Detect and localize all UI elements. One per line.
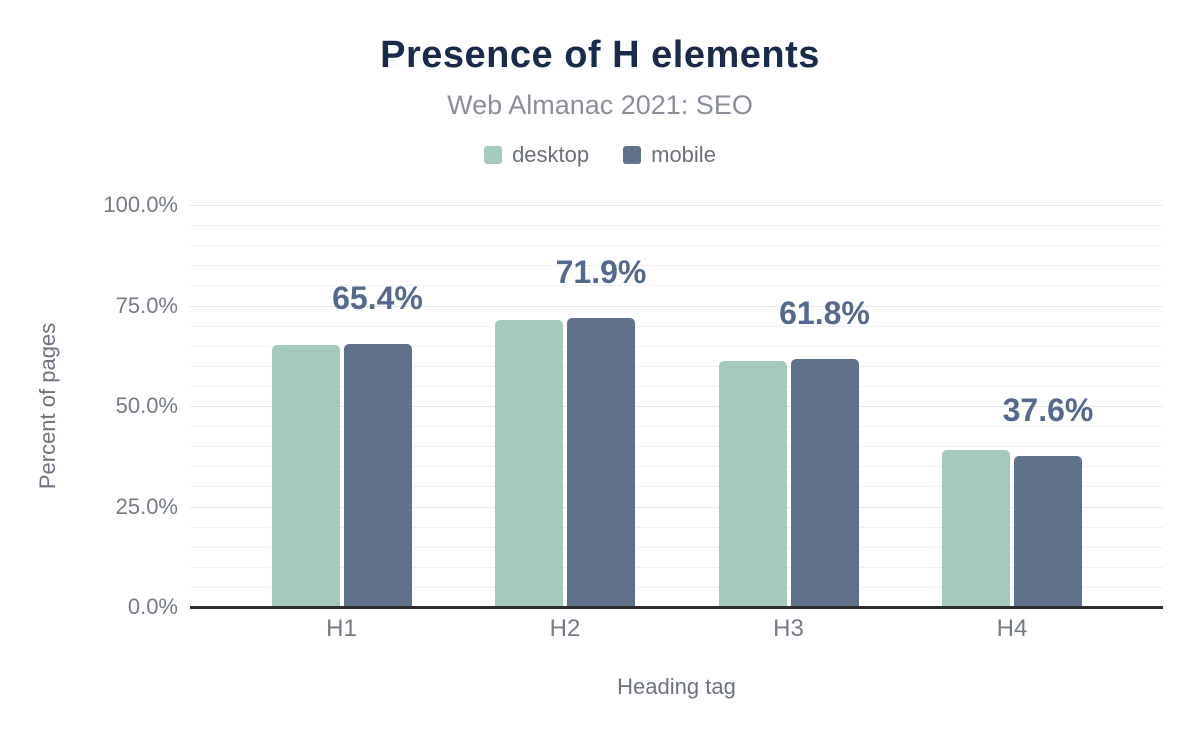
gridline-100pct bbox=[190, 205, 1163, 206]
legend: desktop mobile bbox=[0, 142, 1200, 168]
gridline-55pct bbox=[190, 385, 1163, 387]
bar-mobile-h1 bbox=[343, 344, 412, 607]
legend-label-mobile: mobile bbox=[651, 142, 716, 167]
gridline-10pct bbox=[190, 566, 1163, 568]
chart-subtitle: Web Almanac 2021: SEO bbox=[447, 90, 753, 120]
gridline-25pct bbox=[190, 506, 1163, 508]
bar-desktop-h4 bbox=[942, 449, 1010, 607]
gridline-65pct bbox=[190, 345, 1163, 347]
legend-swatch-mobile bbox=[623, 146, 642, 164]
legend-label-desktop: desktop bbox=[512, 142, 590, 167]
x-axis-line bbox=[190, 606, 1163, 609]
y-tick-label-50pct: 50.0% bbox=[115, 393, 178, 418]
gridline-70pct bbox=[190, 325, 1163, 327]
bar-desktop-h1 bbox=[271, 345, 340, 607]
y-tick-label-75pct: 75.0% bbox=[115, 292, 178, 318]
x-axis-title: Heading tag bbox=[617, 674, 736, 699]
gridline-60pct bbox=[190, 365, 1163, 367]
x-tick-label-h2: H2 bbox=[549, 615, 581, 642]
value-label-h2: 71.9% bbox=[555, 253, 647, 290]
gridline-95pct bbox=[190, 225, 1163, 227]
gridline-35pct bbox=[190, 466, 1163, 468]
bar-mobile-h2 bbox=[567, 317, 635, 607]
y-tick-label-25pct: 25.0% bbox=[115, 493, 178, 519]
x-tick-label-h4: H4 bbox=[996, 615, 1028, 642]
gridline-20pct bbox=[190, 526, 1163, 528]
x-tick-label-h3: H3 bbox=[773, 615, 804, 642]
legend-item-desktop: desktop bbox=[484, 142, 589, 168]
bar-desktop-h3 bbox=[718, 360, 787, 607]
bar-mobile-h3 bbox=[790, 358, 859, 607]
gridline-30pct bbox=[190, 486, 1163, 488]
bar-mobile-h4 bbox=[1014, 455, 1082, 607]
gridline-75pct bbox=[190, 305, 1163, 307]
gridline-85pct bbox=[190, 265, 1163, 267]
gridline-15pct bbox=[190, 546, 1163, 548]
y-tick-label-0pct: 0.0% bbox=[127, 594, 178, 619]
legend-swatch-desktop bbox=[484, 146, 503, 164]
bar-desktop-h2 bbox=[495, 319, 563, 607]
gridline-45pct bbox=[190, 426, 1163, 428]
legend-item-mobile: mobile bbox=[623, 142, 716, 168]
value-label-h1: 65.4% bbox=[332, 280, 423, 317]
y-tick-label-100pct: 100.0% bbox=[103, 192, 178, 217]
plot-area: 65.4% 71.9% 61.8% 37.6% bbox=[190, 205, 1163, 609]
value-label-h4: 37.6% bbox=[1002, 391, 1094, 428]
chart-title: Presence of H elements bbox=[380, 34, 820, 76]
gridline-5pct bbox=[190, 586, 1163, 588]
gridline-40pct bbox=[190, 446, 1163, 448]
value-label-h3: 61.8% bbox=[779, 294, 870, 331]
gridline-50pct bbox=[190, 406, 1163, 407]
gridline-80pct bbox=[190, 285, 1163, 287]
x-tick-label-h1: H1 bbox=[326, 615, 357, 642]
gridline-90pct bbox=[190, 245, 1163, 247]
